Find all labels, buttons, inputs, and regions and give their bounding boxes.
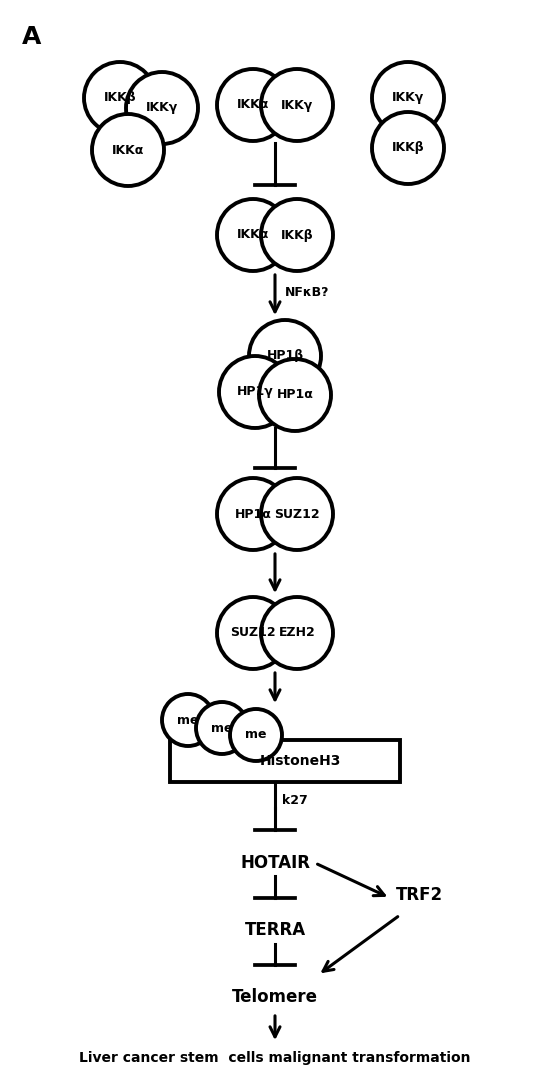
- Text: IKKγ: IKKγ: [146, 102, 178, 115]
- Ellipse shape: [372, 112, 444, 183]
- Text: EZH2: EZH2: [279, 627, 315, 640]
- Text: IKKγ: IKKγ: [392, 91, 424, 104]
- Text: A: A: [22, 25, 41, 49]
- Text: IKKα: IKKα: [112, 144, 144, 157]
- Ellipse shape: [84, 62, 156, 134]
- Text: IKKγ: IKKγ: [281, 99, 313, 112]
- Text: k27: k27: [282, 794, 308, 807]
- Ellipse shape: [217, 597, 289, 668]
- Text: HP1α: HP1α: [234, 508, 272, 520]
- Ellipse shape: [372, 62, 444, 134]
- Text: me: me: [245, 729, 267, 741]
- Text: SUZ12: SUZ12: [230, 627, 276, 640]
- Ellipse shape: [217, 199, 289, 271]
- Text: IKKα: IKKα: [237, 229, 269, 241]
- Text: NFκB?: NFκB?: [285, 285, 329, 298]
- Ellipse shape: [261, 199, 333, 271]
- Ellipse shape: [230, 709, 282, 761]
- Text: IKKβ: IKKβ: [104, 91, 136, 104]
- Text: IKKβ: IKKβ: [280, 229, 314, 241]
- Text: HP1α: HP1α: [277, 388, 313, 401]
- Ellipse shape: [219, 356, 291, 428]
- Text: Telomere: Telomere: [232, 988, 318, 1006]
- Text: SUZ12: SUZ12: [274, 508, 320, 520]
- Text: HP1γ: HP1γ: [236, 385, 273, 398]
- Text: TERRA: TERRA: [244, 921, 306, 939]
- Ellipse shape: [162, 694, 214, 746]
- Text: Liver cancer stem  cells malignant transformation: Liver cancer stem cells malignant transf…: [79, 1050, 471, 1065]
- Ellipse shape: [196, 702, 248, 754]
- Text: me: me: [177, 714, 199, 726]
- Ellipse shape: [249, 320, 321, 392]
- Ellipse shape: [217, 69, 289, 141]
- Text: me: me: [211, 721, 233, 735]
- Bar: [170, 740, 400, 782]
- Ellipse shape: [217, 477, 289, 550]
- Ellipse shape: [126, 72, 198, 144]
- Ellipse shape: [259, 359, 331, 431]
- Ellipse shape: [261, 477, 333, 550]
- Text: HOTAIR: HOTAIR: [240, 854, 310, 872]
- Ellipse shape: [92, 114, 164, 186]
- Text: HP1β: HP1β: [266, 350, 304, 363]
- Ellipse shape: [261, 597, 333, 668]
- Ellipse shape: [261, 69, 333, 141]
- Text: IKKα: IKKα: [237, 99, 269, 112]
- Text: IKKβ: IKKβ: [392, 142, 424, 155]
- Text: TRF2: TRF2: [396, 886, 443, 903]
- Text: HistoneH3: HistoneH3: [259, 754, 340, 768]
